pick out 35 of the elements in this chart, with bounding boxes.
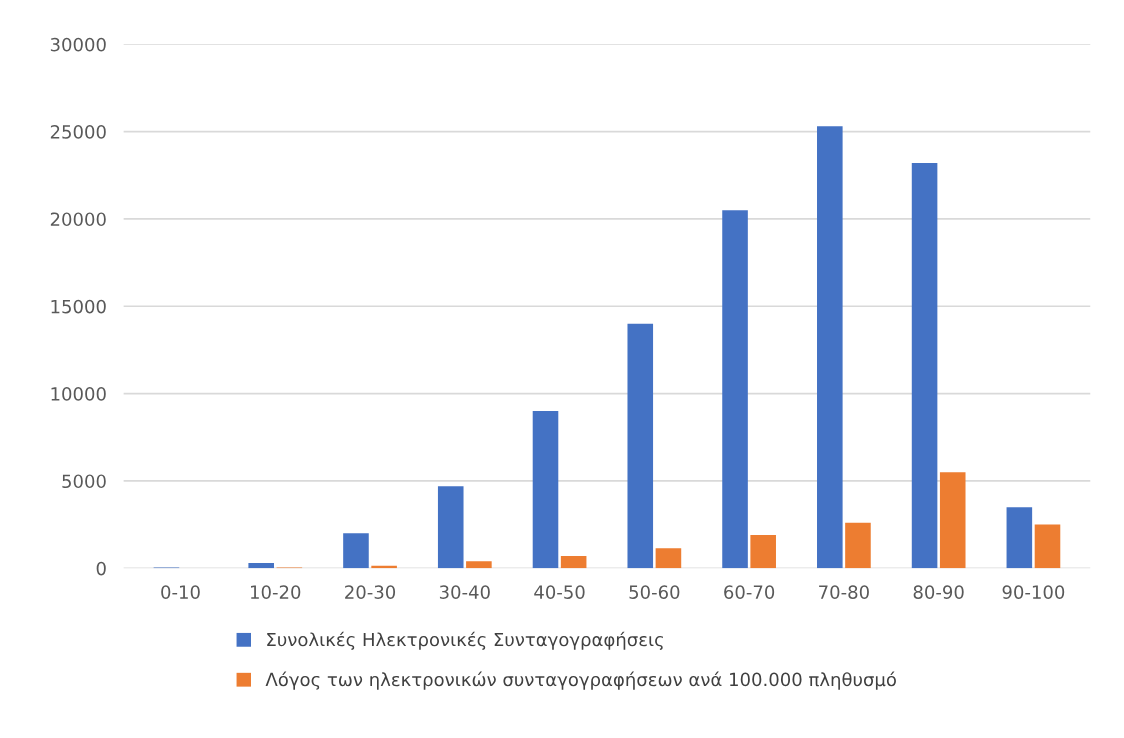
legend-label: Συνολικές Ηλεκτρονικές Συνταγογραφήσεις: [267, 631, 663, 650]
y-tick-label: 25000: [50, 125, 106, 139]
x-tick-label: 40-50: [534, 585, 585, 599]
bar: [532, 411, 559, 569]
legend-label: Λόγος των ηλεκτρονικών συνταγογραφήσεων ανά 100.000 πληθυσμό: [265, 671, 896, 690]
y-tick-label: 10000: [51, 387, 106, 401]
y-tick-label: 20000: [50, 212, 106, 227]
bar: [466, 561, 492, 569]
x-tick-label: 60-70: [724, 585, 775, 599]
bar: [911, 163, 938, 569]
y-tick-label: 5000: [62, 474, 106, 489]
x-tick-label: 70-80: [819, 585, 869, 599]
bar: [437, 486, 464, 569]
y-tick-label: 15000: [51, 299, 106, 314]
x-tick-label: 0-10: [161, 585, 200, 599]
bar: [750, 535, 776, 569]
x-tick-label: 20-30: [345, 585, 396, 599]
bar: [845, 522, 871, 569]
y-tick-label: 30000: [50, 37, 106, 52]
bar: [343, 533, 369, 569]
bar: [655, 548, 682, 569]
bar: [248, 563, 274, 569]
x-tick-label: 30-40: [439, 585, 490, 599]
bar: [627, 323, 654, 569]
bar: [939, 472, 966, 569]
bar: [560, 556, 587, 569]
bar: [1034, 524, 1061, 569]
bar: [722, 210, 748, 569]
bar: [1006, 507, 1033, 569]
x-tick-label: 10-20: [251, 585, 301, 599]
x-tick-label: 90-100: [1002, 585, 1065, 599]
y-tick-label: 0: [96, 561, 106, 576]
x-tick-label: 80-90: [913, 585, 964, 599]
bar: [817, 126, 843, 569]
x-tick-label: 50-60: [629, 585, 680, 599]
